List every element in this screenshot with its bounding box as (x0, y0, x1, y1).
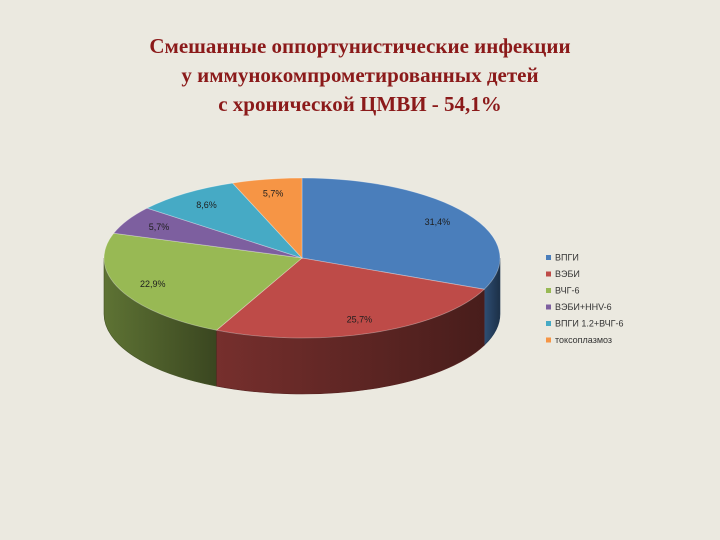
data-label-0: 31,4% (425, 217, 451, 227)
title-line-2: у иммунокомпрометированных детей (181, 63, 539, 87)
legend: ВПГИ ВЭБИ ВЧГ-6 ВЭБИ+ННV-6 ВПГИ 1.2+ВЧГ-6 ток… (546, 253, 624, 345)
legend-swatch-1 (546, 271, 551, 277)
data-label-1: 25,7% (347, 314, 373, 324)
legend-swatch-0 (546, 255, 551, 260)
pie-data-labels: 31,4% 25,7% 22,9% 5,7% 8,6% 5,7% (140, 188, 450, 324)
slide-title: Смешанные оппортунистические инфекции у … (60, 32, 660, 119)
legend-swatch-4 (546, 321, 551, 326)
legend-label-0: ВПГИ (555, 253, 579, 263)
data-label-2: 22,9% (140, 279, 166, 289)
slice-0 (301, 177, 501, 290)
legend-swatch-3 (546, 304, 551, 310)
title-line-1: Смешанные оппортунистические инфекции (149, 34, 571, 58)
legend-label-2: ВЧГ-6 (555, 286, 579, 296)
pie-slices (103, 177, 501, 339)
legend-label-1: ВЭБИ (555, 269, 580, 279)
legend-label-3: ВЭБИ+ННV-6 (555, 302, 612, 312)
slice-3 (112, 207, 303, 259)
slice-4 (146, 182, 304, 259)
slice-2 (103, 232, 303, 331)
title-line-3: с хронической ЦМВИ - 54,1% (218, 92, 502, 116)
legend-swatch-2 (546, 288, 551, 293)
data-label-5: 5,7% (263, 188, 284, 198)
data-label-3: 5,7% (149, 222, 170, 232)
slice-5 (231, 177, 303, 260)
slice-1 (215, 257, 486, 339)
legend-label-4: ВПГИ 1.2+ВЧГ-6 (555, 319, 624, 329)
legend-label-5: токсоплазмоз (555, 335, 612, 345)
legend-swatch-5 (546, 337, 551, 343)
data-label-4: 8,6% (196, 200, 217, 210)
